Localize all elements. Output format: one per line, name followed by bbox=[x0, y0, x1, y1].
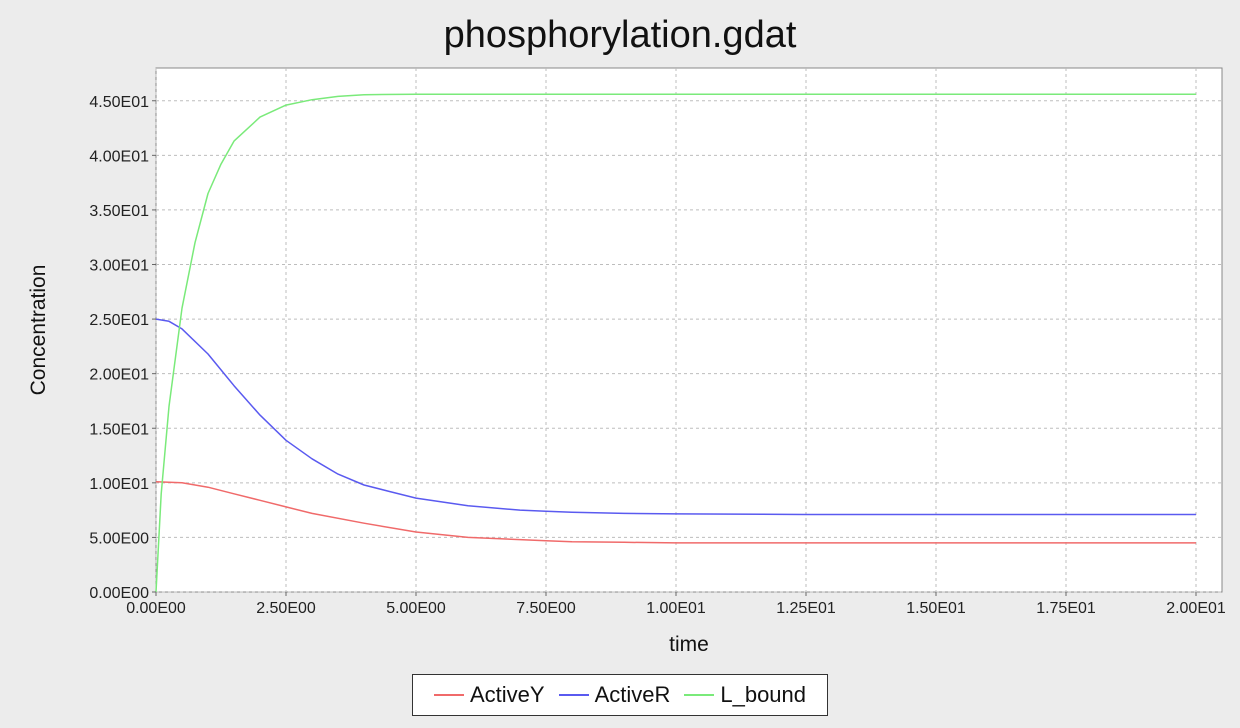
y-tick-label: 2.00E01 bbox=[89, 367, 149, 384]
legend-item-l-bound: L_bound bbox=[684, 682, 806, 708]
series-line-activey bbox=[155, 480, 1196, 544]
legend-swatch bbox=[558, 694, 589, 696]
y-tick-label: 0.00E00 bbox=[89, 585, 149, 602]
y-tick-label: 5.00E00 bbox=[89, 530, 149, 547]
y-tick-label: 3.50E01 bbox=[89, 203, 149, 220]
x-tick-label: 7.50E00 bbox=[516, 600, 576, 617]
legend-item-activey: ActiveY bbox=[433, 682, 545, 708]
legend-swatch bbox=[433, 694, 464, 696]
y-tick-label: 1.00E01 bbox=[89, 476, 149, 493]
legend-label: L_bound bbox=[720, 682, 807, 707]
y-tick-label: 4.00E01 bbox=[89, 148, 149, 165]
x-tick-label: 5.00E00 bbox=[386, 600, 446, 617]
legend-swatch bbox=[684, 694, 715, 696]
legend-label: ActiveY bbox=[469, 682, 545, 707]
x-tick-label: 2.00E01 bbox=[1166, 600, 1226, 617]
series-line-activer bbox=[155, 318, 1196, 516]
x-tick-label: 2.50E00 bbox=[256, 600, 316, 617]
y-tick-label: 1.50E01 bbox=[89, 421, 149, 438]
tick-labels: 0.00E00 2.50E00 5.00E00 7.50E00 1.00E01 1.25E… bbox=[89, 94, 1226, 617]
y-tick-label: 2.50E01 bbox=[89, 312, 149, 329]
series-line-l-bound bbox=[155, 93, 1196, 593]
x-tick-label: 1.25E01 bbox=[776, 600, 836, 617]
x-axis-label: time bbox=[669, 633, 709, 656]
series-lines bbox=[155, 93, 1196, 593]
x-tick-label: 1.50E01 bbox=[906, 600, 966, 617]
x-tick-label: 0.00E00 bbox=[126, 600, 186, 617]
chart-title: phosphorylation.gdat bbox=[443, 14, 797, 56]
x-tick-label: 1.75E01 bbox=[1036, 600, 1096, 617]
x-tick-label: 1.00E01 bbox=[646, 600, 706, 617]
grid-lines bbox=[155, 68, 1222, 593]
y-tick-label: 4.50E01 bbox=[89, 94, 149, 111]
y-axis-label: Concentration bbox=[27, 265, 50, 396]
legend: ActiveY ActiveR L_bound bbox=[412, 674, 828, 716]
legend-item-activer: ActiveR bbox=[558, 682, 671, 708]
legend-label: ActiveR bbox=[594, 682, 671, 707]
y-tick-label: 3.00E01 bbox=[89, 258, 149, 275]
